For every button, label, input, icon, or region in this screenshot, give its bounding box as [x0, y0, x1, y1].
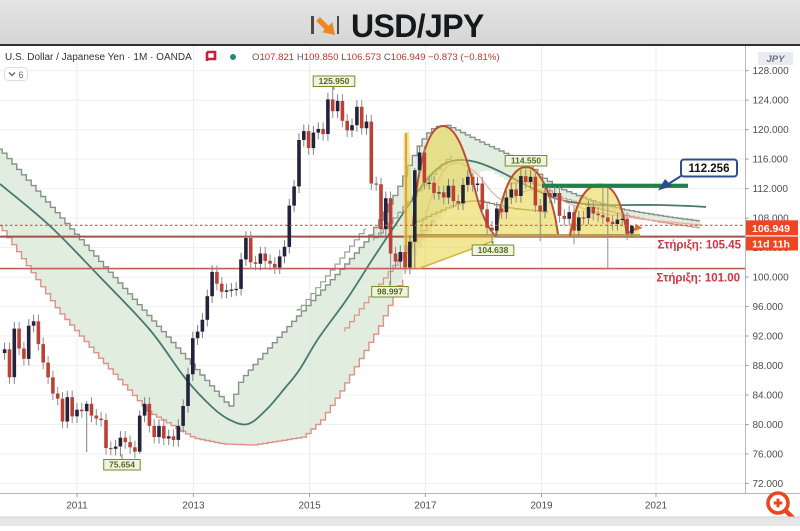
svg-text:112.256: 112.256 [689, 163, 730, 175]
svg-text:11d 11h: 11d 11h [752, 239, 790, 251]
svg-text:72.000: 72.000 [753, 479, 784, 490]
svg-text:88.000: 88.000 [753, 361, 784, 372]
svg-text:75.654: 75.654 [109, 460, 135, 470]
svg-text:JPY: JPY [767, 54, 787, 65]
svg-text:125.950: 125.950 [319, 76, 350, 86]
svg-text:106.949: 106.949 [752, 223, 790, 235]
svg-text:124.000: 124.000 [753, 96, 790, 107]
svg-text:U.S. Dollar / Japanese Yen · 1: U.S. Dollar / Japanese Yen · 1M · OANDA [5, 52, 192, 63]
svg-text:120.000: 120.000 [753, 125, 790, 136]
svg-text:128.000: 128.000 [753, 66, 790, 77]
svg-text:112.000: 112.000 [753, 184, 789, 195]
svg-text:2021: 2021 [645, 501, 668, 512]
svg-text:80.000: 80.000 [753, 420, 784, 431]
svg-text:2019: 2019 [530, 501, 553, 512]
svg-text:O107.821 H109.850 L106.573 C10: O107.821 H109.850 L106.573 C106.949 −0.8… [252, 52, 500, 63]
svg-text:Στήριξη: 101.00: Στήριξη: 101.00 [656, 273, 740, 285]
svg-text:116.000: 116.000 [753, 155, 789, 166]
svg-text:2011: 2011 [66, 501, 88, 512]
svg-text:76.000: 76.000 [753, 449, 784, 460]
svg-text:84.000: 84.000 [753, 391, 784, 402]
svg-text:Στήριξη: 105.45: Στήριξη: 105.45 [657, 240, 741, 252]
svg-text:104.638: 104.638 [478, 245, 509, 255]
svg-text:98.997: 98.997 [377, 287, 403, 297]
svg-text:2017: 2017 [414, 501, 437, 512]
svg-text:100.000: 100.000 [753, 273, 790, 284]
svg-text:2015: 2015 [298, 501, 321, 512]
svg-text:2013: 2013 [182, 501, 205, 512]
svg-text:6: 6 [18, 70, 23, 80]
svg-text:92.000: 92.000 [753, 332, 784, 343]
svg-text:114.550: 114.550 [511, 156, 542, 166]
svg-text:96.000: 96.000 [753, 302, 784, 313]
